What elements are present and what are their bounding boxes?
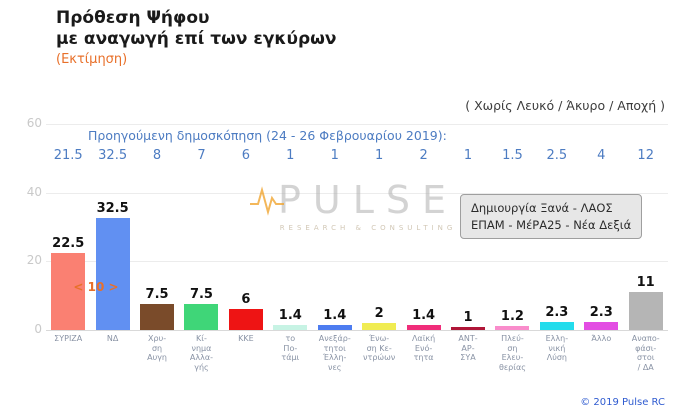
other-parties-annotation: Δημιουργία Ξανά - ΛΑΟΣ ΕΠΑΜ - ΜέΡΑ25 - Ν…: [460, 194, 643, 240]
bar-ΑΝΤΑΡΣΥΑ: [451, 326, 485, 330]
bar-Ελληνική Λύση: [539, 322, 574, 330]
bar-column-Ανεξάρτητοι Έλληνες: 1.4: [313, 308, 357, 330]
bar-value-label: 7.5: [145, 287, 169, 303]
x-label-ΑΝΤΑΡΣΥΑ: ΑΝΤ- ΑΡ- ΣΥΑ: [458, 334, 478, 363]
gridline-20: [46, 261, 668, 263]
bar-ΚΚΕ: [228, 309, 263, 330]
annotation-line-2: ΕΠΑΜ - ΜέΡΑ25 - Νέα Δεξιά: [471, 217, 632, 232]
exclusion-note: ( Χωρίς Λευκό / Άκυρο / Αποχή ): [465, 98, 665, 113]
bar-Αναποφάσιστοι / ΔΑ: [628, 292, 663, 330]
bar-Λαϊκή Ενότητα: [406, 325, 441, 330]
bar-column-ΝΔ: 32.5: [90, 201, 134, 330]
previous-poll-values-row: 21.5 32.5 8 7 6 1 1 1 2 1 1.5 2.5 4 12: [46, 148, 668, 163]
y-tick-label-60: 60: [26, 116, 42, 130]
bar-Ένωση Κεντρώων: [362, 323, 397, 330]
x-label-Κίνημα Αλλαγής: Κί- νημα Αλλα- γής: [189, 334, 214, 372]
bar-Χρυσή Αυγή: [140, 304, 175, 330]
x-label-ΣΥΡΙΖΑ: ΣΥΡΙΖΑ: [54, 334, 83, 343]
x-label-Ένωση Κεντρώων: Ένω- ση Κε- ντρώων: [363, 334, 396, 363]
bar-value-label: 1.4: [278, 308, 302, 324]
bar-column-Λαϊκή Ενότητα: 1.4: [401, 308, 445, 330]
previous-poll-value: 32.5: [98, 148, 128, 163]
annotation-line-1: Δημιουργία Ξανά - ΛΑΟΣ: [471, 201, 613, 215]
x-label-Ελληνική Λύση: Ελλη- νική Λύση: [545, 334, 569, 363]
previous-poll-value: 7: [197, 148, 206, 163]
previous-poll-value: 8: [152, 148, 162, 163]
bar-column-Πλεύση Ελευθερίας: 1.2: [490, 309, 534, 330]
bar-value-label: 6: [241, 292, 251, 308]
previous-poll-value: 2.5: [546, 148, 568, 163]
bar-value-label: 1.4: [323, 308, 347, 324]
x-axis-line: [46, 330, 668, 331]
previous-poll-value: 4: [597, 148, 606, 163]
gridline-60: [46, 124, 668, 125]
x-label-Ανεξάρτητοι Έλληνες: Ανεξάρ- τητοι Έλλη- νες: [318, 334, 351, 372]
y-tick-label-40: 40: [26, 184, 42, 199]
bar-Πλεύση Ελευθερίας: [495, 325, 530, 330]
bar-column-Χρυσή Αυγή: 7.5: [135, 287, 179, 330]
bar-Το Ποτάμι: [273, 325, 308, 330]
previous-poll-value: 1: [330, 148, 339, 163]
previous-poll-value: 12: [637, 148, 654, 163]
x-label-Πλεύση Ελευθερίας: Πλεύ- ση Ελευ- θερίας: [498, 334, 526, 372]
bar-column-Κίνημα Αλλαγής: 7.5: [179, 287, 223, 330]
x-label-ΝΔ: ΝΔ: [106, 334, 119, 343]
bar-value-label: 32.5: [96, 201, 129, 217]
bar-chart-plot-area: 22.5 32.5 7.5 7.5 6 1.4 1.4 2 1.4 1 1.2 2.3 2.3 11: [46, 124, 668, 330]
previous-poll-value: 2: [419, 148, 428, 163]
x-label-Άλλο: Άλλο: [591, 334, 612, 343]
bar-value-label: 1: [463, 309, 473, 325]
x-label-Χρυσή Αυγή: Χρυ- ση Αυγη: [147, 334, 167, 363]
x-label-Λαϊκή Ενότητα: Λαϊκή Ενό- τητα: [411, 334, 436, 363]
bar-column-ΑΝΤΑΡΣΥΑ: 1: [446, 310, 490, 330]
previous-poll-value: 6: [241, 148, 251, 163]
previous-poll-value: 1.5: [502, 148, 523, 163]
x-label-Το Ποτάμι: το Πο- τάμι: [281, 334, 300, 363]
x-axis-labels-row: ΣΥΡΙΖΑ ΝΔ Χρυ- ση Αυγη Κί- νημα Αλλα- γής ΚΚ…: [46, 334, 668, 372]
bar-value-label: 1.2: [500, 308, 524, 324]
bar-value-label: 2: [374, 306, 384, 322]
bar-value-label: 11: [636, 275, 655, 291]
x-label-ΚΚΕ: ΚΚΕ: [238, 334, 254, 343]
bar-column-Το Ποτάμι: 1.4: [268, 308, 312, 330]
previous-poll-value: 1: [286, 148, 295, 163]
bar-value-label: 2.3: [545, 305, 569, 321]
syriza-nd-gap-label: < 10 >: [73, 280, 119, 294]
bar-column-Ελληνική Λύση: 2.3: [535, 305, 579, 330]
bar-value-label: 1.4: [412, 308, 436, 324]
previous-poll-value: 21.5: [53, 148, 83, 163]
y-tick-label-20: 20: [26, 253, 42, 268]
bar-column-ΚΚΕ: 6: [224, 292, 268, 330]
chart-subtitle: (Εκτίμηση): [56, 52, 128, 67]
gridline-40: [46, 192, 668, 194]
bar-column-Αναποφάσιστοι / ΔΑ: 11: [623, 275, 667, 330]
bar-ΣΥΡΙΖΑ: [51, 252, 86, 330]
bar-Άλλο: [584, 322, 619, 330]
bar-value-label: 7.5: [189, 287, 213, 303]
bar-value-label: 2.3: [589, 305, 613, 321]
bar-ΝΔ: [95, 218, 130, 330]
bar-column-Ένωση Κεντρώων: 2: [357, 306, 401, 330]
bars-row: 22.5 32.5 7.5 7.5 6 1.4 1.4 2 1.4 1 1.2 2.3 2.3 11: [46, 124, 668, 330]
bar-value-label: 22.5: [52, 235, 85, 251]
y-tick-label-0: 0: [34, 322, 42, 336]
bar-column-Άλλο: 2.3: [579, 305, 623, 330]
bar-Ανεξάρτητοι Έλληνες: [317, 325, 352, 330]
bar-Κίνημα Αλλαγής: [184, 304, 219, 330]
previous-poll-label: Προηγούμενη δημοσκόπηση (24 - 26 Φεβρουα…: [88, 128, 447, 143]
chart-title: Πρόθεση Ψήφου με αναγωγή επί των εγκύρων: [56, 8, 337, 50]
x-label-Αναποφάσιστοι / ΔΑ: Αναπο- φάσι- στοι / ΔΑ: [631, 334, 660, 372]
copyright-note: © 2019 Pulse RC: [580, 397, 665, 408]
previous-poll-value: 1: [463, 148, 473, 163]
bar-column-ΣΥΡΙΖΑ: 22.5: [46, 236, 90, 330]
previous-poll-value: 1: [375, 148, 384, 163]
